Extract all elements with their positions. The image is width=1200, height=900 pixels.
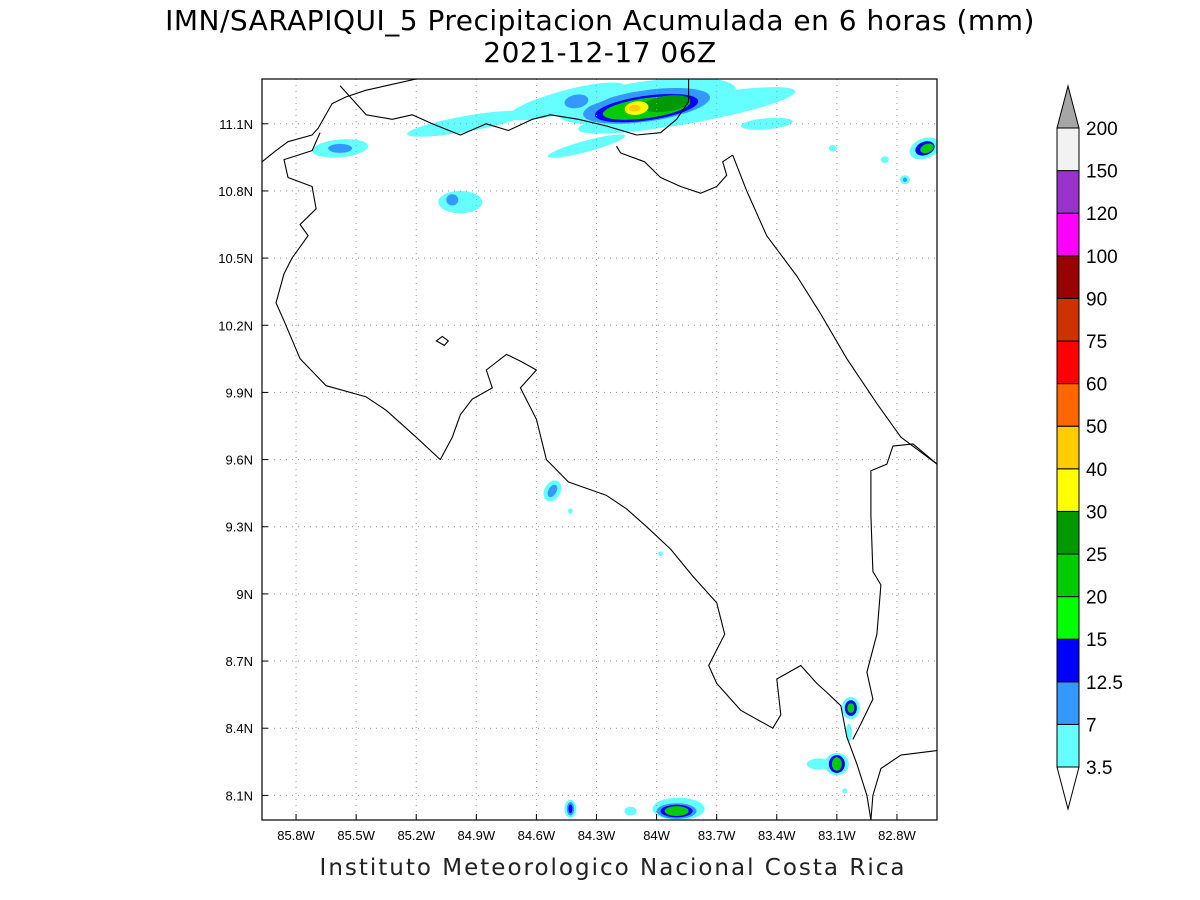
colorbar-label: 12.5 — [1086, 673, 1123, 694]
coastline-pacific_coast — [275, 132, 872, 820]
colorbar-swatch — [1056, 596, 1080, 640]
precip-cell — [845, 723, 852, 742]
lon-tick-label: 84.3W — [578, 828, 616, 843]
colorbar-legend: 3.5 7 12.5 15 20 25 30 40 50 60 75 90 100 120 150 200 — [1056, 84, 1123, 811]
colorbar-label: 120 — [1086, 204, 1118, 225]
colorbar-label: 15 — [1086, 630, 1107, 651]
lon-tick-label: 83.1W — [818, 828, 856, 843]
precip-cell — [664, 806, 689, 816]
lon-tick-label: 83.4W — [758, 828, 796, 843]
coastline-caribbean_coast — [732, 154, 937, 465]
colorbar-label: 20 — [1086, 588, 1107, 609]
precip-cell — [446, 194, 459, 206]
lon-tick-label: 85.5W — [337, 828, 375, 843]
lon-tick-label: 83.7W — [698, 828, 736, 843]
colorbar-label: 150 — [1086, 162, 1118, 183]
precip-cell — [568, 508, 573, 514]
precip-cell — [842, 788, 848, 794]
lat-tick-label: 8.4N — [226, 721, 253, 736]
colorbar-swatch — [1056, 212, 1080, 257]
colorbar-label: 200 — [1086, 119, 1118, 140]
colorbar-swatch — [1056, 255, 1080, 299]
precip-cell — [831, 757, 842, 771]
lat-tick-label: 10.2N — [218, 318, 253, 333]
coastline-nicaragua_cr_border — [262, 79, 417, 163]
lat-tick-label: 9N — [236, 587, 253, 602]
precip-cell — [902, 177, 907, 182]
colorbar-swatch — [1056, 297, 1080, 342]
precip-cell — [806, 758, 831, 770]
lat-tick-label: 10.8N — [218, 184, 253, 199]
precip-cell — [847, 703, 855, 713]
map-title: IMN/SARAPIQUI_5 Precipitacion Acumulada … — [165, 4, 1035, 37]
colorbar-swatch — [1056, 340, 1080, 385]
precip-cell — [564, 94, 589, 109]
precip-cell — [547, 134, 626, 158]
coastline-nicaragua_lake_shore — [339, 79, 690, 136]
precipitation-layer — [312, 79, 937, 820]
lat-tick-label: 9.9N — [226, 385, 253, 400]
colorbar-swatch — [1056, 553, 1080, 598]
precip-cell — [828, 145, 837, 152]
colorbar-label: 25 — [1086, 545, 1107, 566]
colorbar-swatch — [1056, 425, 1080, 470]
colorbar-label: 30 — [1086, 502, 1107, 523]
map-frame — [261, 78, 938, 821]
colorbar-label: 60 — [1086, 375, 1107, 396]
coastline-panama_border — [852, 443, 937, 740]
precip-cell — [920, 143, 934, 154]
colorbar-swatch — [1056, 510, 1080, 555]
lat-tick-label: 8.1N — [226, 788, 253, 803]
coastline-inland_border — [616, 145, 734, 194]
colorbar-swatch — [1056, 170, 1080, 214]
precip-cell — [642, 95, 691, 113]
lon-tick-label: 84.9W — [458, 828, 496, 843]
coastline-layer — [262, 79, 937, 820]
colorbar-label: 3.5 — [1086, 758, 1112, 779]
lat-tick-label: 9.3N — [226, 520, 253, 535]
lat-tick-label: 11.1N — [219, 117, 253, 132]
island-outline — [435, 335, 450, 347]
footer-credit: Instituto Meteorologico Nacional Costa R… — [319, 855, 907, 881]
colorbar-swatch — [1056, 383, 1080, 427]
colorbar-label: 90 — [1086, 289, 1107, 310]
map-background — [262, 79, 937, 820]
colorbar-swatch — [1056, 681, 1080, 725]
lon-tick-label: 85.8W — [277, 828, 315, 843]
colorbar-swatch — [1056, 723, 1080, 768]
precip-cell — [547, 484, 558, 498]
precip-cell — [740, 94, 773, 104]
precip-cell — [628, 104, 641, 112]
colorbar-label: 100 — [1086, 247, 1118, 268]
colorbar-swatch — [1056, 638, 1080, 683]
precip-cell — [568, 804, 573, 814]
colorbar-swatch — [1056, 127, 1080, 172]
colorbar-label: 7 — [1086, 715, 1097, 736]
precip-cell — [438, 190, 483, 214]
colorbar-max-arrow — [1056, 84, 1080, 129]
latitude-axis: 11.1N 10.8N 10.5N 10.2N 9.9N 9.6N 9.3N 9N 8.7N 8.… — [218, 117, 268, 803]
longitude-axis: 85.8W 85.5W 85.2W 84.9W 84.6W 84.3W 84W 83.7W 83… — [277, 814, 916, 843]
lat-tick-label: 8.7N — [226, 654, 253, 669]
lat-tick-label: 10.5N — [218, 251, 253, 266]
precip-cell — [328, 143, 353, 153]
colorbar-min-arrow — [1056, 766, 1080, 811]
coastline-panama_pacific — [870, 750, 937, 820]
precip-cell — [624, 806, 637, 816]
lon-tick-label: 85.2W — [397, 828, 435, 843]
precip-cell — [880, 156, 889, 163]
colorbar-swatch — [1056, 468, 1080, 512]
lon-tick-label: 82.8W — [878, 828, 916, 843]
lat-tick-label: 9.6N — [226, 453, 253, 468]
colorbar-label: 50 — [1086, 417, 1107, 438]
lon-tick-label: 84W — [643, 828, 670, 843]
map-subtitle-datetime: 2021-12-17 06Z — [483, 36, 717, 69]
colorbar-label: 75 — [1086, 332, 1107, 353]
precip-cell — [658, 551, 663, 556]
lon-tick-label: 84.6W — [518, 828, 556, 843]
colorbar-label: 40 — [1086, 460, 1107, 481]
